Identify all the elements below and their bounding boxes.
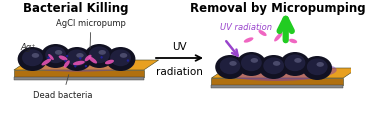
Ellipse shape xyxy=(244,38,253,43)
Ellipse shape xyxy=(220,58,240,75)
Text: Removal by Micropumping: Removal by Micropumping xyxy=(191,2,366,15)
Ellipse shape xyxy=(273,61,280,66)
Ellipse shape xyxy=(302,56,332,80)
Ellipse shape xyxy=(32,54,39,58)
Text: radiation: radiation xyxy=(156,66,203,76)
Ellipse shape xyxy=(285,55,305,72)
Ellipse shape xyxy=(89,47,110,64)
Ellipse shape xyxy=(79,58,82,60)
Polygon shape xyxy=(212,78,343,85)
Ellipse shape xyxy=(294,59,302,63)
Ellipse shape xyxy=(237,53,266,76)
Ellipse shape xyxy=(18,48,47,71)
Ellipse shape xyxy=(64,60,67,63)
Ellipse shape xyxy=(251,59,258,63)
Ellipse shape xyxy=(85,55,91,62)
Ellipse shape xyxy=(106,48,135,71)
Text: Dead bacteria: Dead bacteria xyxy=(33,75,93,99)
Ellipse shape xyxy=(307,59,328,76)
Polygon shape xyxy=(14,77,144,80)
Ellipse shape xyxy=(59,56,68,61)
Ellipse shape xyxy=(23,56,135,72)
Ellipse shape xyxy=(259,56,288,79)
Ellipse shape xyxy=(85,65,87,68)
Text: UV: UV xyxy=(172,42,186,52)
Ellipse shape xyxy=(55,51,62,55)
Ellipse shape xyxy=(99,51,106,55)
Ellipse shape xyxy=(74,65,76,68)
Ellipse shape xyxy=(120,54,127,58)
Ellipse shape xyxy=(45,47,66,64)
Ellipse shape xyxy=(215,56,245,79)
Ellipse shape xyxy=(127,60,129,62)
Text: UV radiation: UV radiation xyxy=(220,23,272,32)
Ellipse shape xyxy=(259,31,266,37)
Ellipse shape xyxy=(229,61,237,66)
Ellipse shape xyxy=(316,62,324,67)
Ellipse shape xyxy=(73,61,85,66)
Ellipse shape xyxy=(241,55,262,72)
Polygon shape xyxy=(212,68,358,78)
Ellipse shape xyxy=(66,55,68,58)
Ellipse shape xyxy=(84,45,114,68)
Polygon shape xyxy=(14,70,144,77)
Ellipse shape xyxy=(62,48,92,71)
Ellipse shape xyxy=(64,61,70,68)
Ellipse shape xyxy=(263,58,284,75)
Text: Bacterial Killing: Bacterial Killing xyxy=(23,2,129,15)
Ellipse shape xyxy=(47,57,50,59)
Ellipse shape xyxy=(101,57,103,59)
Ellipse shape xyxy=(280,53,310,76)
Ellipse shape xyxy=(285,26,290,35)
Ellipse shape xyxy=(67,50,87,67)
Polygon shape xyxy=(212,85,343,88)
Ellipse shape xyxy=(110,50,131,67)
Ellipse shape xyxy=(48,55,54,60)
Ellipse shape xyxy=(76,54,84,58)
Text: AgCl micropump: AgCl micropump xyxy=(56,19,126,49)
Ellipse shape xyxy=(105,60,114,65)
Polygon shape xyxy=(14,60,159,70)
Ellipse shape xyxy=(274,33,282,42)
Ellipse shape xyxy=(289,39,297,44)
Text: Ag⁺: Ag⁺ xyxy=(20,43,36,52)
Ellipse shape xyxy=(42,59,51,66)
Ellipse shape xyxy=(88,57,97,64)
Ellipse shape xyxy=(41,45,71,68)
Ellipse shape xyxy=(216,59,337,81)
Ellipse shape xyxy=(22,50,43,67)
